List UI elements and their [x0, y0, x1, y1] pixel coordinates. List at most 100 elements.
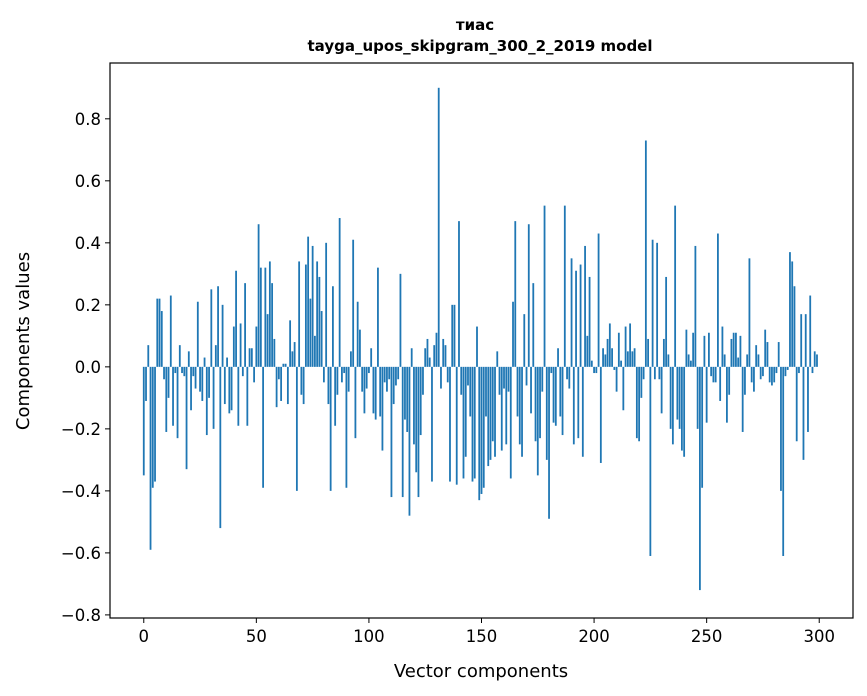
bar: [764, 329, 767, 367]
bar: [304, 264, 307, 367]
bar: [219, 366, 222, 529]
bar: [593, 366, 595, 374]
bar: [689, 360, 692, 367]
bar: [298, 261, 301, 367]
y-tick-label: −0.4: [61, 482, 101, 501]
bar: [169, 295, 172, 367]
bar: [608, 323, 611, 367]
bar: [800, 314, 803, 367]
bar: [683, 366, 686, 457]
bar: [635, 366, 638, 439]
bar: [181, 366, 183, 374]
bar: [163, 366, 165, 380]
bar: [717, 233, 719, 367]
chart-subtitle: tayga_upos_skipgram_300_2_2019 model: [308, 37, 653, 55]
bar: [485, 366, 487, 417]
bar: [777, 342, 780, 367]
bar: [221, 304, 224, 367]
bar: [291, 351, 294, 367]
bar: [773, 366, 776, 383]
bar: [257, 224, 260, 367]
bar: [338, 218, 341, 367]
bar: [795, 366, 798, 442]
x-tick-label: 50: [246, 627, 267, 646]
bar: [620, 360, 622, 367]
bar: [651, 239, 654, 367]
bar: [813, 351, 816, 367]
bar: [453, 304, 456, 367]
bar: [480, 366, 483, 494]
bar: [467, 366, 469, 386]
bar: [235, 270, 237, 367]
bar: [232, 326, 235, 367]
bar: [273, 338, 276, 367]
bar: [201, 366, 204, 401]
bar: [575, 270, 577, 367]
bar: [246, 366, 249, 426]
bar: [426, 338, 429, 367]
bar: [471, 366, 474, 482]
chart-title: тиас: [456, 16, 494, 34]
bar: [604, 354, 607, 367]
bar: [230, 366, 233, 411]
y-tick-label: −0.6: [61, 544, 101, 563]
bar: [482, 366, 485, 488]
bar: [295, 366, 298, 491]
y-tick-label: −0.8: [61, 606, 101, 625]
bar: [469, 366, 472, 417]
plot-frame: [109, 62, 854, 619]
bar: [167, 366, 170, 398]
bar: [203, 357, 206, 367]
bar: [379, 366, 382, 417]
bar: [187, 351, 190, 367]
y-axis-ticks: −0.8 −0.6 −0.4 −0.2 0.0 0.2 0.4 0.6 0.8: [61, 110, 110, 625]
bar: [505, 366, 508, 445]
bar: [532, 283, 535, 367]
bar: [701, 366, 704, 488]
bar: [406, 366, 409, 432]
bar: [662, 338, 665, 367]
bar: [307, 236, 310, 367]
bar: [572, 366, 575, 445]
bar: [149, 366, 152, 550]
bar: [174, 366, 177, 374]
bar: [622, 366, 625, 411]
bar: [280, 366, 283, 401]
bar: [518, 366, 521, 445]
bar: [602, 348, 604, 367]
bar: [656, 242, 659, 367]
bar: [370, 348, 373, 367]
bar: [595, 366, 598, 374]
bar: [588, 276, 591, 367]
bar: [791, 261, 794, 367]
bar: [536, 366, 539, 476]
bar: [719, 366, 722, 401]
bar: [671, 366, 674, 445]
bar: [192, 366, 195, 377]
bar: [667, 354, 670, 367]
bar: [413, 366, 415, 445]
bar: [183, 366, 186, 377]
bar: [771, 366, 773, 386]
x-tick-label: 200: [578, 627, 610, 646]
bar: [766, 342, 769, 367]
bar: [336, 366, 339, 395]
bar: [581, 366, 584, 457]
bar: [539, 366, 541, 439]
bar: [392, 366, 395, 405]
bar: [444, 345, 447, 367]
y-axis-label: Components values: [13, 252, 34, 430]
bar: [205, 366, 208, 436]
bar: [309, 298, 312, 367]
bar: [597, 233, 600, 367]
bar: [399, 273, 402, 367]
bar: [550, 366, 553, 374]
bar: [442, 338, 445, 367]
bar: [277, 366, 280, 380]
bar: [523, 314, 526, 367]
bar: [674, 205, 677, 367]
bar: [624, 326, 627, 367]
bar: [248, 348, 251, 367]
bar: [449, 366, 451, 482]
bar: [586, 335, 589, 367]
